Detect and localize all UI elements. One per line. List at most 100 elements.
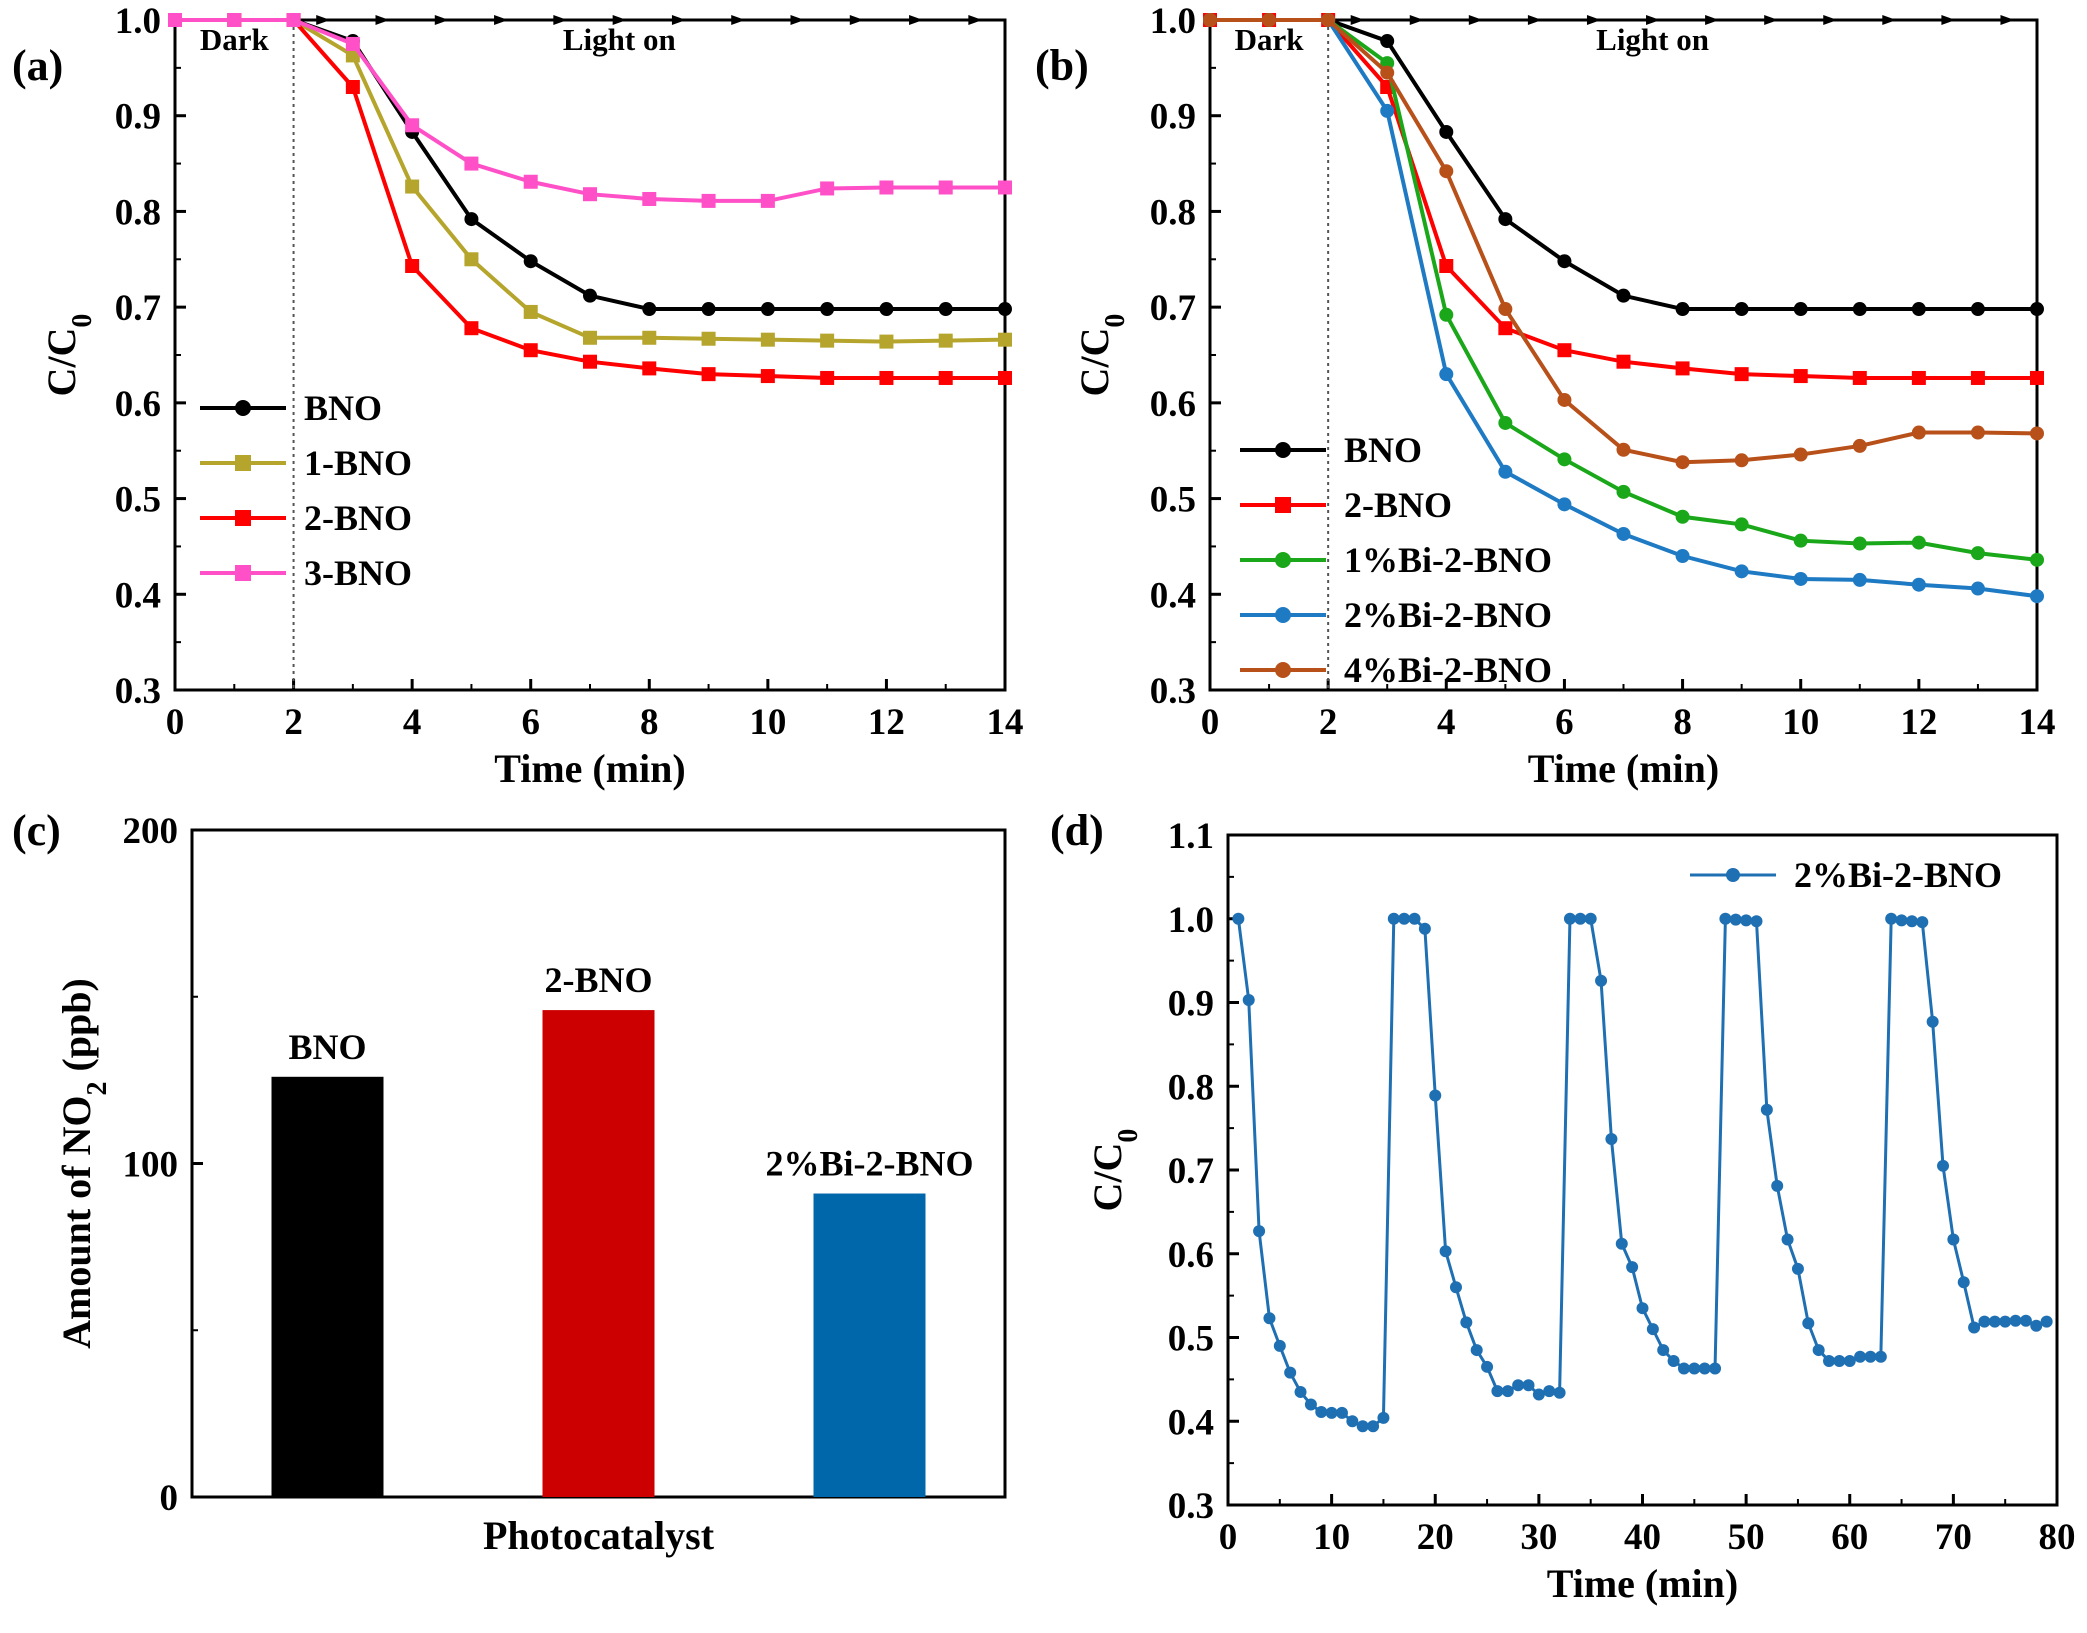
data-point bbox=[820, 302, 835, 317]
data-point bbox=[1947, 1233, 1960, 1246]
data-point bbox=[1470, 1344, 1483, 1357]
y-axis-title-main: Amount of NO bbox=[54, 1096, 99, 1349]
data-point bbox=[1657, 1344, 1670, 1357]
data-point bbox=[701, 302, 716, 317]
data-point bbox=[1905, 915, 1918, 928]
y-tick-label: 0.5 bbox=[1168, 1319, 1214, 1360]
legend-label: 4%Bi-2-BNO bbox=[1344, 650, 1552, 690]
x-tick-label: 0 bbox=[1201, 702, 1220, 743]
data-point bbox=[1911, 577, 1926, 592]
legend-label: 3-BNO bbox=[304, 553, 412, 593]
bar bbox=[813, 1193, 926, 1497]
data-point bbox=[2030, 1319, 2043, 1332]
bar-category-label: BNO bbox=[288, 1027, 366, 1067]
data-point bbox=[1734, 367, 1749, 382]
data-point bbox=[1584, 912, 1597, 925]
arrow-head bbox=[1941, 15, 1956, 25]
data-point bbox=[1646, 1323, 1659, 1336]
data-point bbox=[938, 333, 953, 348]
data-point bbox=[1750, 915, 1763, 928]
data-point bbox=[1999, 1315, 2012, 1328]
data-point bbox=[1852, 572, 1867, 587]
x-tick-label: 50 bbox=[1728, 1517, 1765, 1558]
arrow-head bbox=[1527, 15, 1542, 25]
data-point bbox=[1864, 1350, 1877, 1363]
y-tick-label: 0.4 bbox=[1150, 575, 1196, 616]
data-point bbox=[1823, 1354, 1836, 1367]
data-point bbox=[2019, 1314, 2032, 1327]
data-point bbox=[1232, 912, 1245, 925]
x-tick-label: 14 bbox=[2019, 702, 2056, 743]
y-tick-label: 0.9 bbox=[1150, 97, 1196, 138]
data-point bbox=[701, 193, 716, 208]
data-point bbox=[1203, 13, 1217, 27]
data-point bbox=[1335, 1406, 1348, 1419]
data-point bbox=[1253, 1225, 1266, 1238]
data-point bbox=[1380, 34, 1395, 49]
data-point bbox=[1387, 912, 1400, 925]
data-point bbox=[1315, 1406, 1328, 1419]
data-point bbox=[760, 369, 775, 384]
data-point bbox=[464, 252, 479, 267]
arrow-head bbox=[1350, 15, 1365, 25]
dark-annotation: Dark bbox=[200, 22, 270, 57]
data-point bbox=[1498, 302, 1513, 317]
arrow-head bbox=[849, 15, 864, 25]
y-tick-label: 0.7 bbox=[1168, 1151, 1214, 1192]
x-tick-label: 2 bbox=[284, 702, 303, 743]
arrow-head bbox=[1764, 15, 1779, 25]
bar-category-label: 2%Bi-2-BNO bbox=[765, 1144, 973, 1184]
data-point bbox=[760, 302, 775, 317]
arrow-head bbox=[1823, 15, 1838, 25]
y-tick-label: 0.7 bbox=[1150, 288, 1196, 329]
data-point bbox=[1854, 1350, 1867, 1363]
data-point bbox=[1970, 546, 1985, 561]
legend-label: 1-BNO bbox=[304, 443, 412, 483]
data-point bbox=[1532, 1388, 1545, 1401]
data-point bbox=[1729, 913, 1742, 926]
data-point bbox=[1916, 916, 1929, 929]
dark-annotation: Dark bbox=[1235, 22, 1305, 57]
data-point bbox=[1498, 415, 1513, 430]
data-point bbox=[1734, 517, 1749, 532]
data-point bbox=[1512, 1379, 1525, 1392]
data-point bbox=[1688, 1362, 1701, 1375]
data-point bbox=[1408, 912, 1421, 925]
data-point bbox=[1262, 13, 1277, 27]
arrow-head bbox=[731, 15, 746, 25]
data-point bbox=[701, 331, 716, 346]
x-tick-label: 4 bbox=[403, 702, 422, 743]
y-tick-label: 0.8 bbox=[115, 192, 161, 233]
arrow-head bbox=[1468, 15, 1483, 25]
data-point bbox=[1988, 1315, 2001, 1328]
data-point bbox=[1498, 212, 1513, 227]
data-point bbox=[1781, 1233, 1794, 1246]
arrow-head bbox=[494, 15, 509, 25]
data-point bbox=[1294, 1385, 1307, 1398]
data-point bbox=[1957, 1276, 1970, 1289]
data-point bbox=[1802, 1317, 1815, 1330]
data-point bbox=[1843, 1354, 1856, 1367]
data-point bbox=[168, 13, 182, 27]
y-axis-title-subscript: 0 bbox=[1100, 314, 1131, 328]
data-point bbox=[879, 180, 894, 195]
panel-d-line-chart: 0 10 20 30 40 50 60 70 80 0.3 0.4 0.5 0.6 0.7 0.8 0.9 1.… bbox=[1050, 806, 2076, 1606]
data-point bbox=[1677, 1362, 1690, 1375]
data-point bbox=[642, 361, 657, 376]
panel-label: (d) bbox=[1050, 806, 1104, 855]
arrow-head bbox=[1705, 15, 1720, 25]
data-point bbox=[1557, 497, 1572, 512]
y-axis-title-subscript: 0 bbox=[67, 314, 98, 328]
series-line-1 bbox=[1236, 916, 2048, 1428]
data-point bbox=[1719, 912, 1732, 925]
legend-marker bbox=[1275, 552, 1291, 568]
data-point bbox=[1970, 425, 1985, 440]
data-point bbox=[1791, 1262, 1804, 1275]
data-point bbox=[1439, 1245, 1452, 1258]
light-on-annotation: Light on bbox=[563, 22, 676, 57]
data-point bbox=[1574, 912, 1587, 925]
data-point bbox=[1911, 302, 1926, 317]
data-point bbox=[998, 180, 1012, 195]
arrow-head bbox=[1586, 15, 1601, 25]
